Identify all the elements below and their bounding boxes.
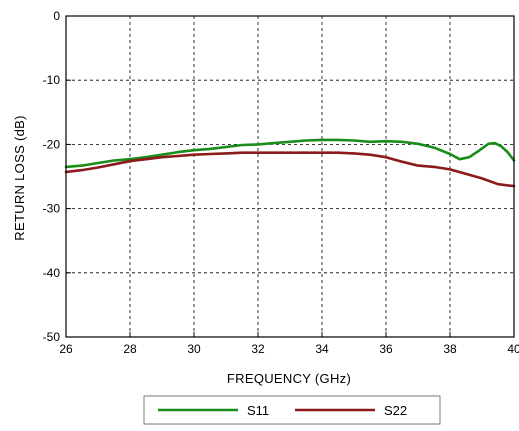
legend-s22-label: S22 [384,403,407,418]
x-tick-label: 40 [507,342,519,356]
y-tick-label: -20 [43,137,61,151]
series-line-s11 [64,138,516,169]
x-tick-label: 38 [443,342,457,356]
y-tick-label: -40 [43,266,61,280]
plot-frame [65,15,515,338]
x-tick-label: 36 [379,342,393,356]
y-tick-label: -50 [43,330,61,344]
x-tick-label: 34 [315,342,329,356]
series-line-s22 [64,151,516,188]
legend: S11 S22 [143,395,441,425]
y-axis-title: RETURN LOSS (dB) [12,115,27,240]
series-layer [64,138,516,188]
x-tick-label: 26 [59,342,73,356]
x-axis-title: FREQUENCY (GHz) [227,371,351,386]
x-tick-label: 28 [123,342,137,356]
legend-s11-label: S11 [247,403,269,418]
y-tick-label: 0 [53,9,60,23]
y-tick-label: -30 [43,202,61,216]
x-tick-label: 32 [251,342,265,356]
grid-layer [66,16,514,337]
tick-layer: 26 28 30 32 34 36 38 40 0 -10 -20 -30 -40 -50 [43,9,519,356]
y-tick-label: -10 [43,73,61,87]
x-tick-label: 30 [187,342,201,356]
